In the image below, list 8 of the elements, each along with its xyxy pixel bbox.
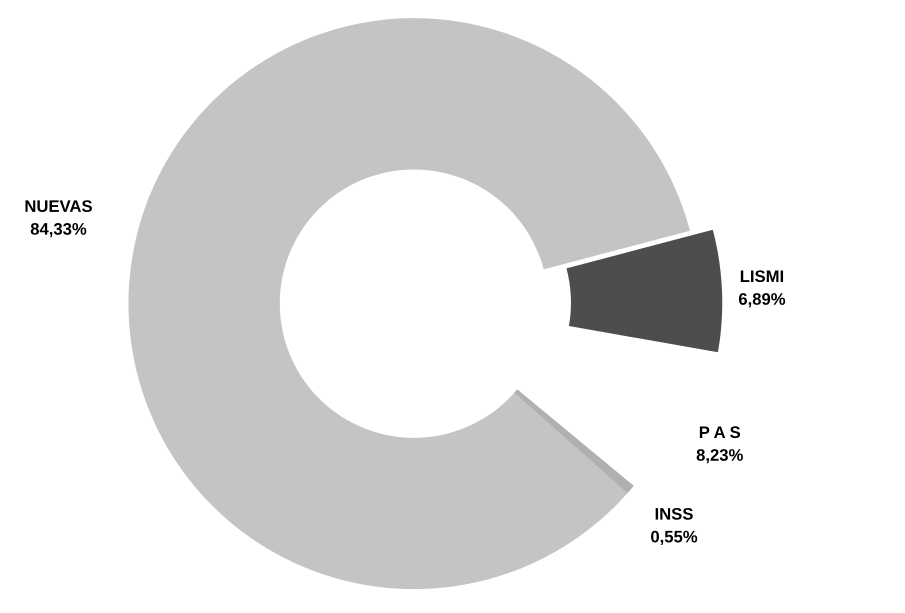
data-label: 8,23% — [696, 449, 743, 464]
slice-label: P A S — [700, 426, 740, 438]
slice-label: LISMI — [740, 270, 784, 282]
slice-label: INSS — [656, 508, 693, 520]
slice-label: NUEVAS — [25, 200, 92, 212]
data-label: 0,55% — [651, 530, 698, 545]
data-label: 6,89% — [738, 293, 786, 308]
data-label: 84,33% — [30, 223, 86, 238]
